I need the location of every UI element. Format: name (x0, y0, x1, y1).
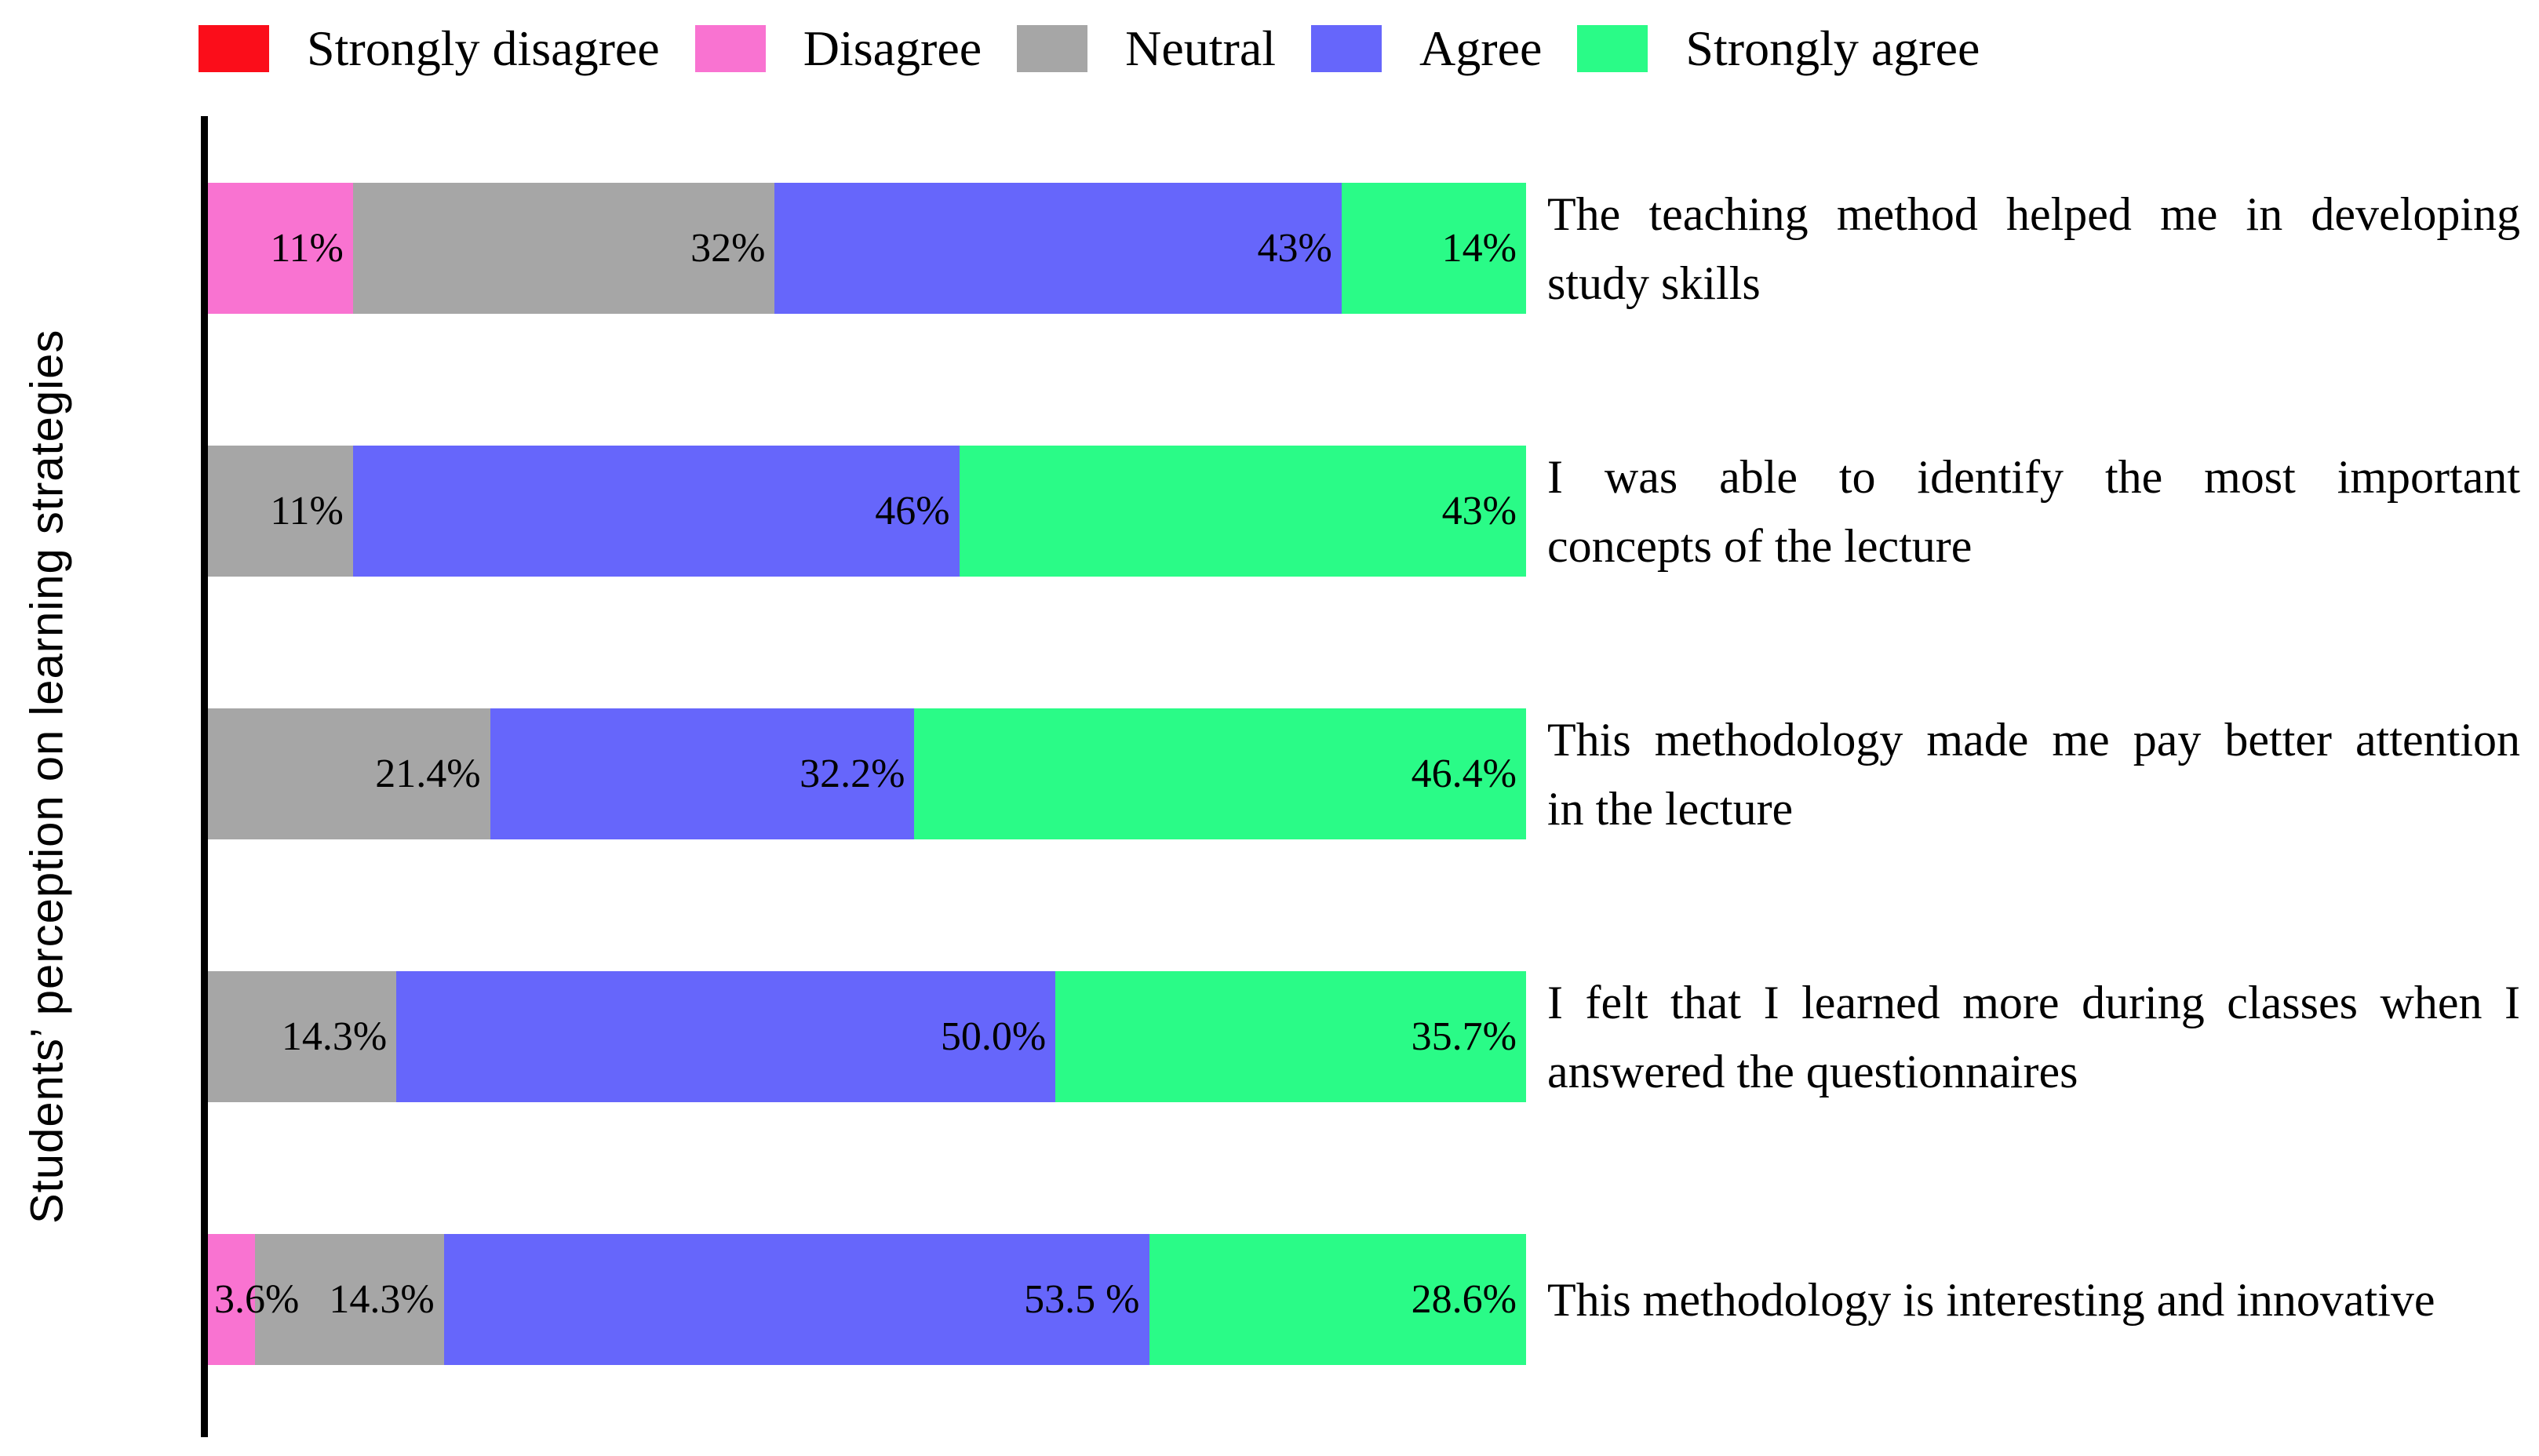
category-label-line: I was able to identify the most importan… (1547, 450, 2520, 503)
bar-segment-strongly-agree: 28.6% (1149, 1234, 1526, 1365)
legend-swatch-agree (1311, 25, 1382, 72)
legend-item-neutral: Neutral (1017, 24, 1276, 74)
bar-segment-disagree: 11% (208, 183, 353, 314)
category-label-line: This methodology made me pay better atte… (1547, 713, 2520, 766)
category-label-1: The teaching method helped me in develop… (1547, 171, 2520, 326)
bar-segment-agree: 46% (352, 446, 960, 577)
category-label-2: I was able to identify the most importan… (1547, 434, 2520, 588)
bar-segment-neutral: 11% (208, 446, 353, 577)
segment-value-label: 14.3% (329, 1276, 435, 1322)
y-axis-line (201, 116, 208, 1437)
legend-label-strongly-disagree: Strongly disagree (307, 20, 660, 76)
legend-swatch-neutral (1017, 25, 1088, 72)
segment-value-label: 14% (1441, 225, 1517, 271)
bar-segment-neutral: 21.4% (208, 708, 490, 839)
segment-value-label: 46.4% (1411, 751, 1517, 796)
legend: Strongly disagree Disagree Neutral Agree Str… (199, 11, 1980, 86)
segment-value-label: 14.3% (281, 1014, 388, 1059)
bar-row-5: 3.6% 14.3% 53.5 % 28.6% (208, 1234, 1526, 1365)
category-label-line: I felt that I learned more during classe… (1547, 976, 2520, 1028)
segment-value-label: 35.7% (1411, 1014, 1517, 1059)
legend-label-neutral: Neutral (1125, 20, 1277, 76)
legend-item-agree: Agree (1311, 24, 1542, 74)
segment-value-label: 21.4% (375, 751, 481, 796)
bar-row-3: 21.4% 32.2% 46.4% (208, 708, 1526, 839)
bar-row-4: 14.3% 50.0% 35.7% (208, 971, 1526, 1102)
category-label-line: study skills (1547, 257, 1761, 309)
category-label-line: concepts of the lecture (1547, 519, 1973, 572)
legend-swatch-strongly-agree (1577, 25, 1648, 72)
bar-segment-agree: 32.2% (490, 708, 915, 839)
legend-label-strongly-agree: Strongly agree (1685, 20, 1980, 76)
segment-value-label: 43% (1257, 225, 1332, 271)
bar-segment-neutral: 14.3% (208, 971, 397, 1102)
bar-segment-disagree: 3.6% (208, 1234, 299, 1365)
category-label-3: This methodology made me pay better atte… (1547, 697, 2520, 851)
legend-item-disagree: Disagree (694, 20, 982, 76)
legend-label-agree: Agree (1419, 20, 1543, 76)
bar-segment-agree: 50.0% (396, 971, 1056, 1102)
segment-value-label: 3.6% (214, 1276, 300, 1322)
legend-swatch-strongly-disagree (199, 25, 269, 72)
legend-item-strongly-disagree: Strongly disagree (199, 24, 660, 74)
segment-value-label: 32.2% (800, 751, 905, 796)
bar-segment-neutral: 32% (352, 183, 775, 314)
segment-value-label: 11% (270, 225, 344, 271)
segment-value-label: 43% (1441, 488, 1517, 533)
bar-segment-agree: 53.5 % (443, 1234, 1149, 1365)
bar-segment-agree: 43% (774, 183, 1342, 314)
category-label-4: I felt that I learned more during classe… (1547, 959, 2520, 1114)
segment-value-label: 50.0% (940, 1014, 1047, 1059)
legend-swatch-disagree (694, 25, 766, 72)
segment-value-label: 11% (270, 488, 344, 533)
category-label-line: answered the questionnaires (1547, 1045, 2078, 1097)
category-label-line: The teaching method helped me in develop… (1547, 187, 2520, 240)
segment-value-label: 53.5 % (1024, 1276, 1140, 1322)
bar-row-2: 11% 46% 43% (208, 446, 1526, 577)
segment-value-label: 46% (875, 488, 950, 533)
legend-label-disagree: Disagree (803, 20, 982, 76)
bar-segment-neutral: 14.3% (255, 1234, 444, 1365)
segment-value-label: 32% (690, 225, 766, 271)
category-label-line: This methodology is interesting and inno… (1547, 1273, 2435, 1326)
bar-segment-strongly-agree: 43% (959, 446, 1526, 577)
bar-row-1: 11% 32% 43% 14% (208, 183, 1526, 314)
segment-value-label: 28.6% (1411, 1276, 1517, 1322)
bar-segment-strongly-agree: 35.7% (1055, 971, 1526, 1102)
category-label-line: in the lecture (1547, 782, 1794, 835)
legend-item-strongly-agree: Strongly agree (1577, 24, 1980, 74)
bar-segment-strongly-agree: 46.4% (914, 708, 1526, 839)
category-label-5: This methodology is interesting and inno… (1547, 1222, 2520, 1377)
bar-segment-strongly-agree: 14% (1341, 183, 1526, 314)
